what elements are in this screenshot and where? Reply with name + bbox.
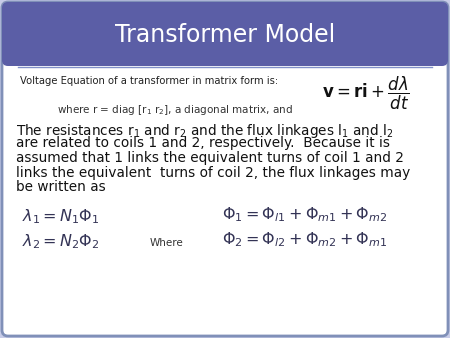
Text: where r = diag [r$_1$ r$_2$], a diagonal matrix, and: where r = diag [r$_1$ r$_2$], a diagonal… <box>57 103 293 117</box>
Text: Where: Where <box>150 238 184 248</box>
Text: $\lambda_2 = N_2\Phi_2$: $\lambda_2 = N_2\Phi_2$ <box>22 232 99 251</box>
FancyBboxPatch shape <box>2 2 448 66</box>
FancyBboxPatch shape <box>2 2 448 336</box>
Text: $\Phi_1 = \Phi_{l1} + \Phi_{m1} + \Phi_{m2}$: $\Phi_1 = \Phi_{l1} + \Phi_{m1} + \Phi_{… <box>222 205 387 224</box>
Text: assumed that 1 links the equivalent turns of coil 1 and 2: assumed that 1 links the equivalent turn… <box>16 151 404 165</box>
Text: $\Phi_2 = \Phi_{l2} + \Phi_{m2} + \Phi_{m1}$: $\Phi_2 = \Phi_{l2} + \Phi_{m2} + \Phi_{… <box>222 230 387 249</box>
Bar <box>8 38 442 64</box>
Text: $\lambda_1 = N_1\Phi_1$: $\lambda_1 = N_1\Phi_1$ <box>22 207 99 226</box>
Text: Voltage Equation of a transformer in matrix form is:: Voltage Equation of a transformer in mat… <box>20 76 278 86</box>
Text: The resistances r$_1$ and r$_2$ and the flux linkages l$_1$ and l$_2$: The resistances r$_1$ and r$_2$ and the … <box>16 122 393 140</box>
Text: links the equivalent  turns of coil 2, the flux linkages may: links the equivalent turns of coil 2, th… <box>16 166 410 179</box>
Text: are related to coils 1 and 2, respectively.  Because it is: are related to coils 1 and 2, respective… <box>16 137 390 150</box>
Text: $\mathbf{v} = \mathbf{ri} + \dfrac{d\lambda}{dt}$: $\mathbf{v} = \mathbf{ri} + \dfrac{d\lam… <box>322 75 410 112</box>
Text: Transformer Model: Transformer Model <box>115 23 335 47</box>
Text: be written as: be written as <box>16 180 106 194</box>
